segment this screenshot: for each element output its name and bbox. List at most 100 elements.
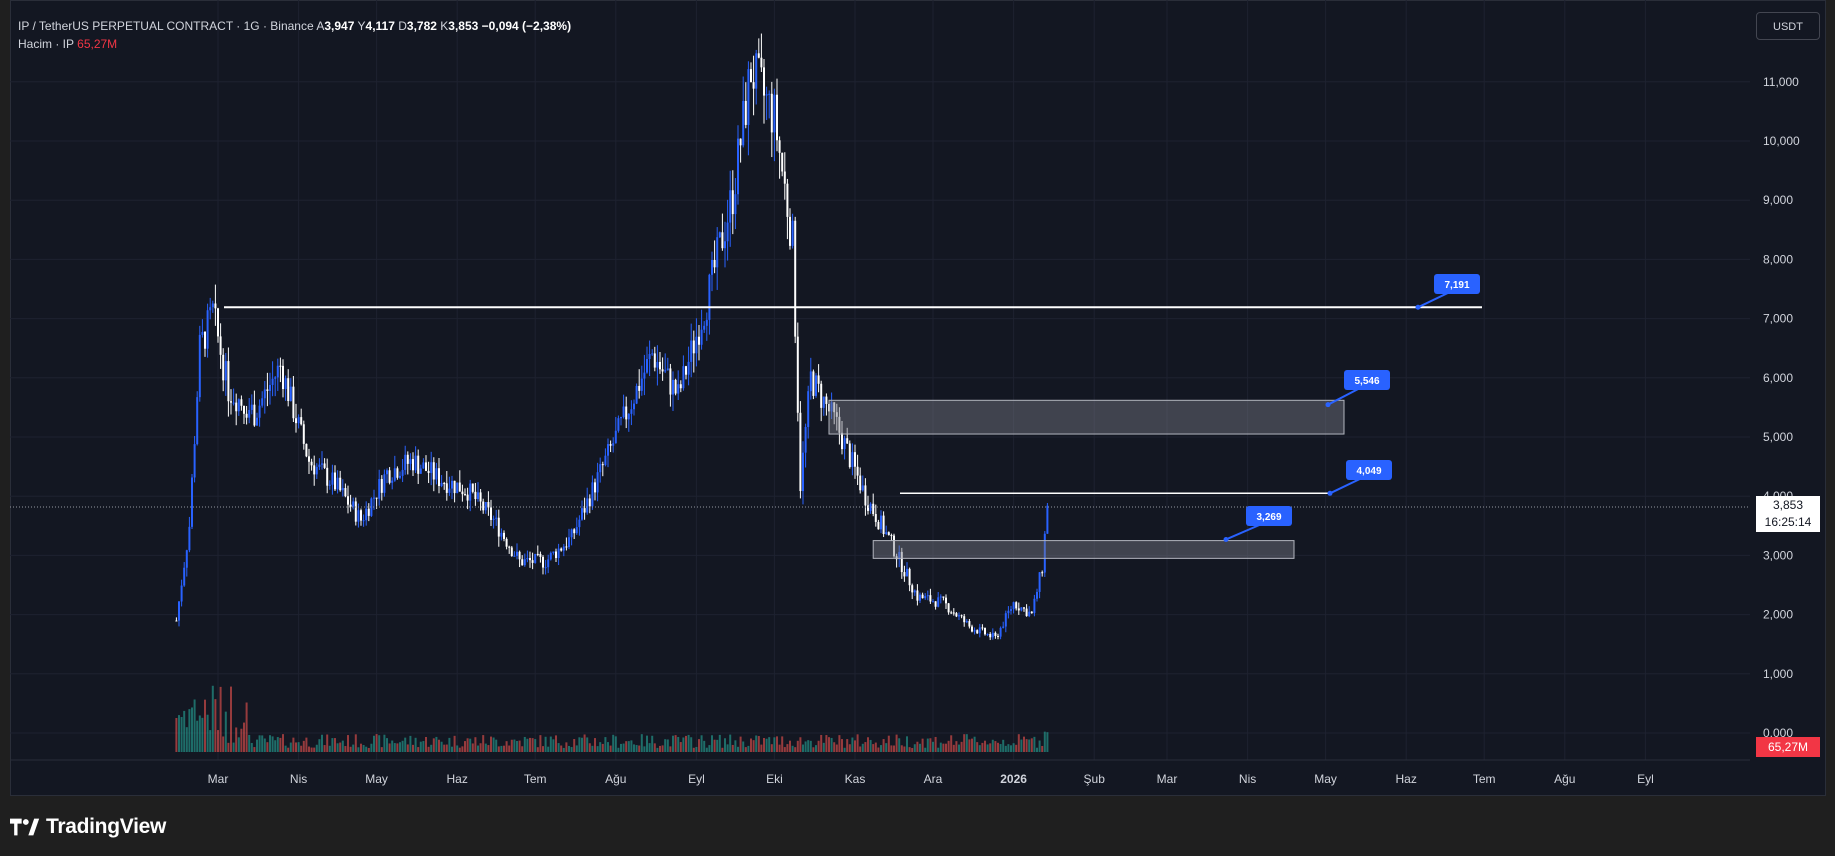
candle-body [412, 459, 414, 471]
volume-bar [334, 738, 336, 752]
price-axis[interactable]: 11,00010,0009,0008,0007,0006,0005,0004,0… [1763, 75, 1800, 740]
candle-body [1043, 533, 1046, 573]
candle-body [388, 470, 391, 483]
candle-body [799, 412, 802, 492]
time-tick-label: Ağu [1554, 772, 1575, 786]
candle-body [653, 353, 656, 368]
candle-body [391, 480, 394, 483]
candle-body [196, 397, 199, 445]
candle-body [547, 559, 550, 568]
candle-body [536, 553, 539, 555]
volume-bar [599, 742, 602, 752]
last-price-tag: 3,853 16:25:14 [1756, 496, 1820, 532]
volume-bar [750, 738, 752, 752]
candle-body [950, 612, 953, 614]
volume-bar [479, 743, 482, 752]
volume-bar [804, 741, 807, 752]
candle-body [812, 371, 815, 396]
candle-body [224, 361, 227, 381]
volume-bar [1036, 747, 1038, 752]
volume-bar [425, 736, 427, 752]
candle-body [674, 379, 677, 394]
callout-4,049[interactable]: 4,049 [1327, 460, 1393, 496]
candles [175, 33, 1049, 641]
candle-body [872, 503, 875, 515]
callout-7,191[interactable]: 7,191 [1415, 274, 1481, 310]
chart-pane[interactable] [10, 0, 1826, 796]
candle-body [999, 627, 1002, 637]
candle-body [367, 508, 370, 516]
candle-body [578, 519, 581, 528]
candle-body [851, 452, 854, 468]
candle-body [885, 532, 888, 535]
candle-body [263, 389, 266, 399]
volume-bar [986, 744, 989, 752]
level-callouts[interactable]: 7,191 5,546 4,049 3,269 [1223, 274, 1481, 542]
volume-bar [523, 736, 526, 752]
candle-body [440, 483, 443, 486]
symbol-title[interactable]: IP / TetherUS PERPETUAL CONTRACT · 1G · … [18, 19, 314, 33]
candle-body [596, 472, 599, 493]
time-tick-label: May [1314, 772, 1337, 786]
volume-bar [880, 745, 882, 752]
volume-bar [609, 745, 612, 752]
candle-body [544, 567, 547, 569]
volume-bar [708, 745, 711, 752]
volume-bar [401, 740, 404, 752]
candle-body [214, 303, 217, 309]
volume-bar [776, 736, 778, 752]
volume-label[interactable]: Hacim · IP [18, 37, 74, 51]
candle-body [482, 501, 485, 511]
horizontal-levels[interactable] [224, 306, 1482, 495]
candle-body [430, 462, 433, 474]
rectangle-zones[interactable] [828, 399, 1345, 559]
candle-body [848, 443, 851, 468]
candle-body [204, 331, 206, 349]
currency-button[interactable]: USDT [1756, 12, 1820, 40]
volume-bar [445, 744, 448, 752]
high-label: Y [357, 19, 366, 33]
volume-bar [799, 737, 802, 752]
volume-bar [253, 747, 256, 752]
volume-bar [820, 734, 823, 752]
volume-bar [794, 747, 797, 752]
candle-body [539, 553, 542, 557]
candle-body [620, 417, 622, 419]
candle-body [614, 430, 617, 444]
volume-bar [292, 737, 295, 752]
candle-body [591, 482, 594, 507]
tradingview-brand[interactable]: TradingView [46, 815, 167, 838]
callout-box [1344, 370, 1390, 390]
volume-bar [885, 743, 888, 752]
tradingview-logo-icon[interactable] [10, 817, 40, 837]
volume-bar [365, 746, 368, 752]
candle-body [731, 190, 734, 215]
time-axis[interactable]: Mar Nis May Haz Tem Ağu Eyl Eki Kas Ara 2026 Şub Mar… [10, 759, 1750, 786]
candle-body [973, 630, 976, 632]
volume-bar [939, 742, 942, 752]
candle-body [362, 520, 365, 522]
candle-body [900, 551, 903, 573]
volume-bar [1038, 740, 1041, 752]
volume-bar [659, 745, 661, 752]
candle-body [609, 444, 612, 446]
volume-bar [513, 739, 516, 752]
candle-body [625, 406, 628, 420]
candle-body [562, 546, 565, 551]
volume-bar [482, 735, 485, 752]
volume-bar [302, 740, 305, 752]
volume-bar [547, 746, 550, 752]
volume-bar [531, 738, 534, 752]
candle-body [565, 546, 568, 548]
candle-body [313, 465, 316, 475]
price-zone[interactable] [872, 540, 1295, 559]
callout-5,546[interactable]: 5,546 [1325, 370, 1391, 408]
volume-bar [217, 730, 219, 752]
candle-body [497, 517, 500, 537]
volume-bar [1002, 739, 1005, 752]
volume-bar [882, 739, 885, 752]
volume-bar [451, 746, 453, 752]
callout-3,269[interactable]: 3,269 [1223, 506, 1293, 542]
price-zone[interactable] [828, 399, 1345, 435]
